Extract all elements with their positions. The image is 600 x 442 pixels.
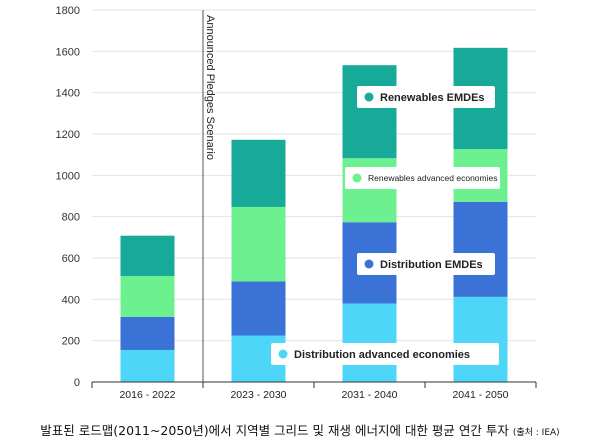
- legend-swatch: [352, 173, 362, 183]
- bar-segment: [231, 139, 286, 207]
- y-tick-label: 1200: [56, 129, 80, 141]
- bar-segment: [120, 275, 175, 317]
- bar-segment: [453, 296, 508, 382]
- caption-text: 발표된 로드맵(2011~2050년)에서 지역별 그리드 및 재생 에너지에 …: [40, 423, 509, 438]
- bar-segment: [231, 281, 286, 336]
- legend-box: [345, 167, 500, 189]
- legend-swatch: [364, 92, 374, 102]
- y-tick-label: 200: [62, 336, 80, 348]
- bar-segment: [342, 65, 397, 159]
- bar-segment: [120, 235, 175, 276]
- y-tick-label: 800: [62, 212, 80, 224]
- legend-swatch: [364, 259, 374, 269]
- bar-segment: [342, 303, 397, 382]
- x-tick-label: 2041 - 2050: [452, 389, 508, 401]
- x-tick-label: 2016 - 2022: [119, 389, 175, 401]
- legend-box: [357, 86, 495, 108]
- caption-source: (출처 : IEA): [512, 428, 560, 438]
- legend-label: Renewables advanced economies: [368, 173, 497, 183]
- legend-box: [357, 253, 495, 275]
- legend-label: Distribution advanced economies: [294, 349, 470, 361]
- bar-segment: [453, 201, 508, 297]
- y-tick-label: 0: [74, 377, 80, 389]
- scenario-annotation: Announced Pledges Scenario: [204, 15, 216, 160]
- legend-swatch: [278, 349, 288, 359]
- legend-label: Distribution EMDEs: [380, 259, 483, 271]
- legend-box: [271, 343, 499, 365]
- y-tick-label: 1800: [56, 5, 80, 17]
- legend-label: Renewables EMDEs: [380, 92, 485, 104]
- y-tick-label: 1400: [56, 88, 80, 100]
- x-tick-label: 2031 - 2040: [341, 389, 397, 401]
- y-tick-label: 1000: [56, 170, 80, 182]
- x-tick-label: 2023 - 2030: [230, 389, 286, 401]
- bar-segment: [120, 349, 175, 382]
- figure-caption: 발표된 로드맵(2011~2050년)에서 지역별 그리드 및 재생 에너지에 …: [0, 420, 600, 439]
- stacked-bar-chart: 0 200 400 600 800 1000 1200 1400 1600 1800 2016 - …: [56, 5, 537, 401]
- y-tick-label: 600: [62, 253, 80, 265]
- y-tick-label: 1600: [56, 46, 80, 58]
- bar-segment: [120, 316, 175, 350]
- y-tick-label: 400: [62, 294, 80, 306]
- bar-segment: [231, 206, 286, 282]
